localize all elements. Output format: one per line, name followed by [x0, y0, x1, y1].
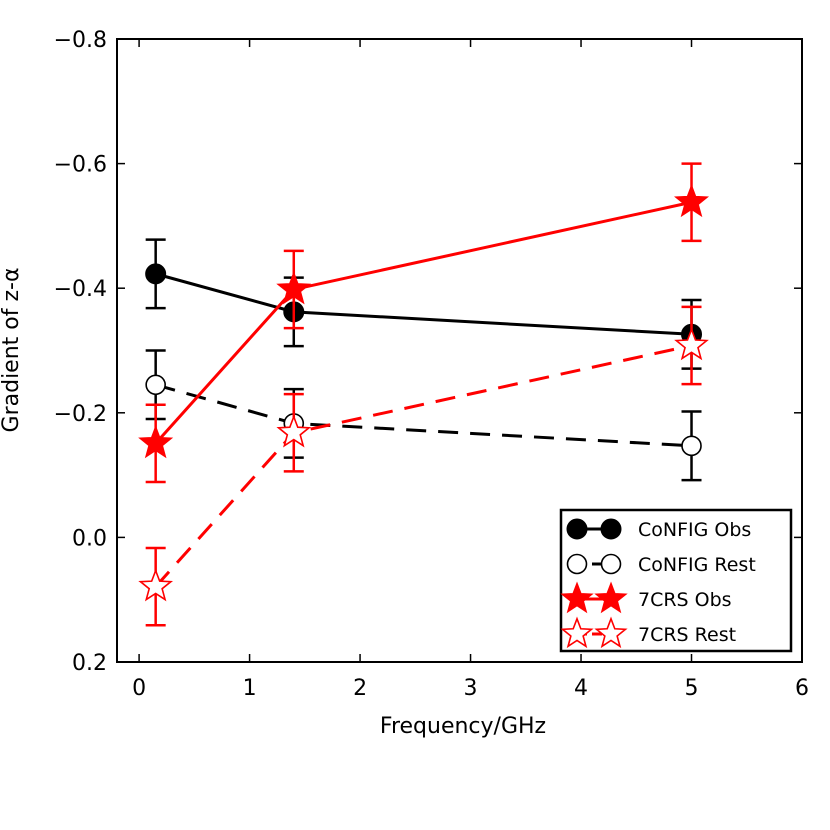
legend-label: 7CRS Obs [638, 589, 732, 611]
y-tick-label: −0.6 [54, 153, 107, 178]
y-tick-label: 0.2 [72, 651, 107, 676]
x-tick-label: 3 [464, 676, 478, 701]
x-tick-label: 6 [795, 676, 809, 701]
legend-marker [600, 553, 622, 575]
legend-marker [566, 518, 588, 540]
data-point [674, 183, 710, 218]
series-layer [138, 162, 710, 627]
x-tick-label: 4 [574, 676, 588, 701]
data-point [276, 271, 312, 305]
legend-marker [594, 616, 628, 649]
legend: CoNFIG Obs CoNFIG Rest 7CRS Obs 7CRS Rest [559, 508, 793, 653]
legend-marker [594, 581, 628, 614]
data-point [145, 263, 167, 285]
legend-marker [566, 553, 588, 575]
legend-marker [560, 581, 594, 614]
legend-label: CoNFIG Rest [638, 554, 756, 576]
data-point [681, 435, 702, 457]
y-tick-label: −0.8 [54, 28, 107, 53]
data-point [674, 327, 709, 361]
legend-marker [600, 518, 622, 540]
x-tick-label: 1 [243, 676, 257, 701]
legend-entries: CoNFIG Obs CoNFIG Rest 7CRS Obs 7CRS Rest [560, 518, 756, 649]
legend-entry: CoNFIG Rest [566, 553, 756, 576]
data-point [276, 414, 312, 448]
y-tick-label: −0.2 [54, 402, 107, 427]
legend-marker [560, 616, 594, 649]
data-point [138, 568, 174, 602]
legend-entry: 7CRS Rest [560, 616, 736, 649]
x-tick-label: 5 [685, 676, 699, 701]
y-tick-label: 0.0 [72, 526, 107, 551]
y-tick-label: −0.4 [54, 277, 107, 302]
legend-label: CoNFIG Obs [638, 519, 751, 541]
tick-layer: 0 1 2 3 4 5 6 −0.8 −0.6 −0.4 −0.2 0.0 0.2 [54, 28, 809, 701]
x-tick-label: 0 [132, 676, 146, 701]
plot-frame [116, 38, 803, 663]
legend-entry: CoNFIG Obs [566, 518, 751, 541]
legend-box [559, 508, 793, 653]
legend-entry: 7CRS Obs [560, 581, 732, 614]
data-point [138, 424, 174, 459]
series-7crs-rest [138, 305, 709, 627]
data-point [145, 374, 166, 396]
x-axis-label: Frequency/GHz [380, 714, 546, 739]
legend-label: 7CRS Rest [638, 624, 736, 646]
series-7crs-obs [138, 162, 710, 484]
x-tick-label: 2 [353, 676, 367, 701]
y-axis-label: Gradient of z-α [0, 268, 24, 433]
